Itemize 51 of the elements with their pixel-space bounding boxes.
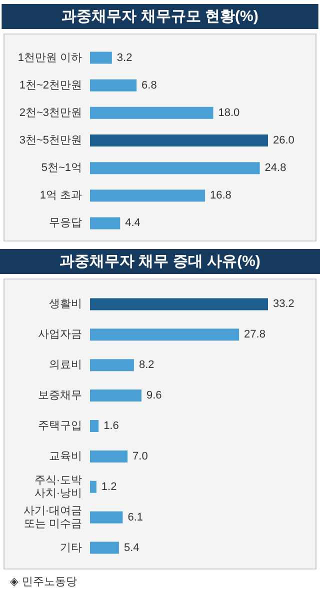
- y-tick-label: 교육비: [49, 450, 82, 462]
- data-label: 16.8: [210, 190, 232, 202]
- y-tick-label: 5천~1억: [41, 162, 82, 174]
- bar: [90, 134, 268, 146]
- bar: [90, 390, 142, 402]
- y-tick-label: 기타: [60, 542, 82, 554]
- y-tick-label: 1억 초과: [40, 190, 82, 202]
- y-tick-label: 사업자금: [38, 328, 82, 341]
- y-tick-label: 생활비: [49, 298, 82, 310]
- data-label: 26.0: [273, 134, 294, 146]
- data-label: 27.8: [244, 328, 266, 341]
- data-label: 5.4: [124, 542, 140, 554]
- data-label: 6.1: [128, 511, 143, 524]
- y-tick-label: 사기·대여금 또는 미수금: [23, 504, 82, 530]
- data-label: 18.0: [218, 106, 240, 119]
- bar: [90, 217, 120, 230]
- y-tick-label: 보증채무: [38, 390, 82, 402]
- y-tick-label: 1천만원 이하: [18, 52, 82, 64]
- chart-title: 과중채무자 채무 증대 사유(%): [60, 253, 260, 270]
- bar: [90, 511, 123, 524]
- bar: [90, 52, 112, 64]
- y-tick-label: 2천~3천만원: [19, 106, 82, 119]
- bar: [90, 79, 137, 92]
- data-label: 33.2: [273, 298, 294, 310]
- y-tick-label: 주택구입: [38, 420, 82, 432]
- data-label: 9.6: [146, 390, 162, 402]
- data-label: 1.2: [101, 480, 117, 493]
- bar: [90, 480, 96, 493]
- y-tick-label: 1천~2천만원: [19, 79, 82, 92]
- data-label: 4.4: [125, 217, 140, 230]
- y-tick-label: 3천~5천만원: [19, 134, 82, 146]
- bar: [90, 542, 119, 554]
- bar: [90, 450, 128, 462]
- data-label: 6.8: [142, 79, 157, 92]
- bar: [90, 162, 260, 174]
- bar: [90, 359, 134, 372]
- bar: [90, 328, 240, 341]
- bar: [90, 190, 206, 202]
- data-label: 7.0: [132, 450, 148, 462]
- y-tick-label: 의료비: [49, 359, 82, 372]
- data-label: 8.2: [138, 359, 154, 372]
- chart-title: 과중채무자 채무규모 현황(%): [62, 8, 258, 25]
- data-label: 3.2: [116, 52, 132, 64]
- bar: [90, 298, 268, 310]
- bar: [90, 420, 99, 432]
- y-tick-label: 주식·도박 사치·낭비: [34, 474, 82, 500]
- bar: [90, 106, 214, 119]
- y-tick-label: 무응답: [49, 217, 82, 230]
- text: ◈ 민주노동당: [10, 575, 77, 588]
- data-label: 24.8: [264, 162, 286, 174]
- data-label: 1.6: [104, 420, 119, 432]
